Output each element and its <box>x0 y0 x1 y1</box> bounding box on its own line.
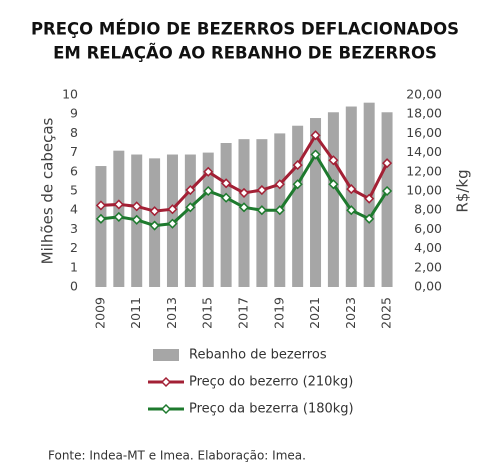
y2-tick-label: 20,00 <box>406 87 442 102</box>
bar <box>220 143 232 287</box>
y-tick-label: 5 <box>70 183 78 198</box>
y-tick-label: 10 <box>62 87 78 102</box>
y2-tick-label: 18,00 <box>406 106 442 121</box>
line-marker <box>95 200 107 211</box>
line-marker <box>167 204 178 215</box>
bar <box>292 125 304 287</box>
y-tick-label: 3 <box>70 221 78 236</box>
x-tick-label: 2017 <box>236 297 251 329</box>
line-marker <box>221 192 232 203</box>
legend-label: Preço da bezerra (180kg) <box>189 402 354 417</box>
chart-title: PREÇO MÉDIO DE BEZERROS DEFLACIONADOS <box>31 20 459 39</box>
y2-tick-label: 14,00 <box>406 144 442 159</box>
y2-axis-title: R$/kg <box>454 169 472 212</box>
y-axis-title: Milhões de cabeças <box>39 117 57 264</box>
line-marker <box>256 205 267 216</box>
bar <box>327 112 339 287</box>
line-marker <box>292 179 303 190</box>
line-marker <box>149 220 160 231</box>
line-marker <box>381 158 393 169</box>
line-marker <box>310 130 321 141</box>
source-note: Fonte: Indea-MT e Imea. Elaboração: Imea… <box>48 449 306 463</box>
bar <box>345 106 357 288</box>
bar <box>310 118 322 287</box>
y-tick-label: 9 <box>70 106 78 121</box>
line-marker <box>274 179 285 190</box>
bar <box>381 112 393 287</box>
line-marker <box>203 185 214 197</box>
line-marker <box>238 187 250 198</box>
line-marker <box>167 218 178 229</box>
line-marker <box>131 214 142 225</box>
x-tick-label: 2021 <box>307 297 322 329</box>
line-marker <box>113 199 124 210</box>
legend-marker <box>160 403 172 415</box>
line-marker <box>364 213 375 224</box>
line-marker <box>185 202 196 213</box>
bar <box>202 152 214 287</box>
y2-tick-label: 2,00 <box>414 259 442 274</box>
y2-tick-label: 8,00 <box>414 202 442 217</box>
line-marker <box>328 179 339 190</box>
x-tick-label: 2013 <box>164 297 179 329</box>
bar <box>238 139 250 287</box>
line-marker <box>131 201 142 212</box>
line-marker <box>95 213 107 224</box>
line-marker <box>310 149 321 160</box>
legend-label: Rebanho de bezerros <box>189 348 327 363</box>
line-marker <box>203 166 214 177</box>
line-marker <box>346 184 357 195</box>
line-marker <box>113 211 124 222</box>
y-tick-label: 8 <box>70 125 78 140</box>
line-marker <box>256 184 267 196</box>
legend-label: Preço do bezerro (210kg) <box>189 375 353 390</box>
line-marker <box>185 184 196 196</box>
x-tick-label: 2023 <box>343 297 358 329</box>
bar <box>95 166 107 287</box>
x-tick-label: 2011 <box>128 297 143 329</box>
line-marker <box>346 205 357 216</box>
line-marker <box>328 155 339 166</box>
line-marker <box>221 178 232 189</box>
y2-tick-label: 0,00 <box>414 279 442 294</box>
line-marker <box>274 205 285 216</box>
x-tick-label: 2025 <box>379 297 394 329</box>
bar <box>184 154 196 287</box>
y-tick-label: 7 <box>70 144 78 159</box>
line-marker <box>149 206 160 217</box>
y2-tick-label: 12,00 <box>406 163 442 178</box>
line-marker <box>238 202 250 213</box>
x-tick-label: 2019 <box>271 297 286 329</box>
legend-marker <box>160 376 172 388</box>
y2-tick-label: 10,00 <box>406 183 442 198</box>
y-tick-label: 0 <box>70 279 78 294</box>
y-tick-label: 2 <box>70 240 78 255</box>
y-tick-label: 4 <box>70 202 78 217</box>
y-tick-label: 1 <box>70 259 78 274</box>
x-tick-label: 2009 <box>92 297 107 329</box>
y2-tick-label: 6,00 <box>414 221 442 236</box>
y2-tick-label: 16,00 <box>406 125 442 140</box>
chart-title: EM RELAÇÃO AO REBANHO DE BEZERROS <box>53 44 437 63</box>
y-tick-label: 6 <box>70 163 78 178</box>
line-marker <box>364 193 375 204</box>
legend-swatch <box>153 349 179 361</box>
line-marker <box>381 185 393 197</box>
y2-tick-label: 4,00 <box>414 240 442 255</box>
line-marker <box>292 160 303 171</box>
x-tick-label: 2015 <box>200 297 215 329</box>
